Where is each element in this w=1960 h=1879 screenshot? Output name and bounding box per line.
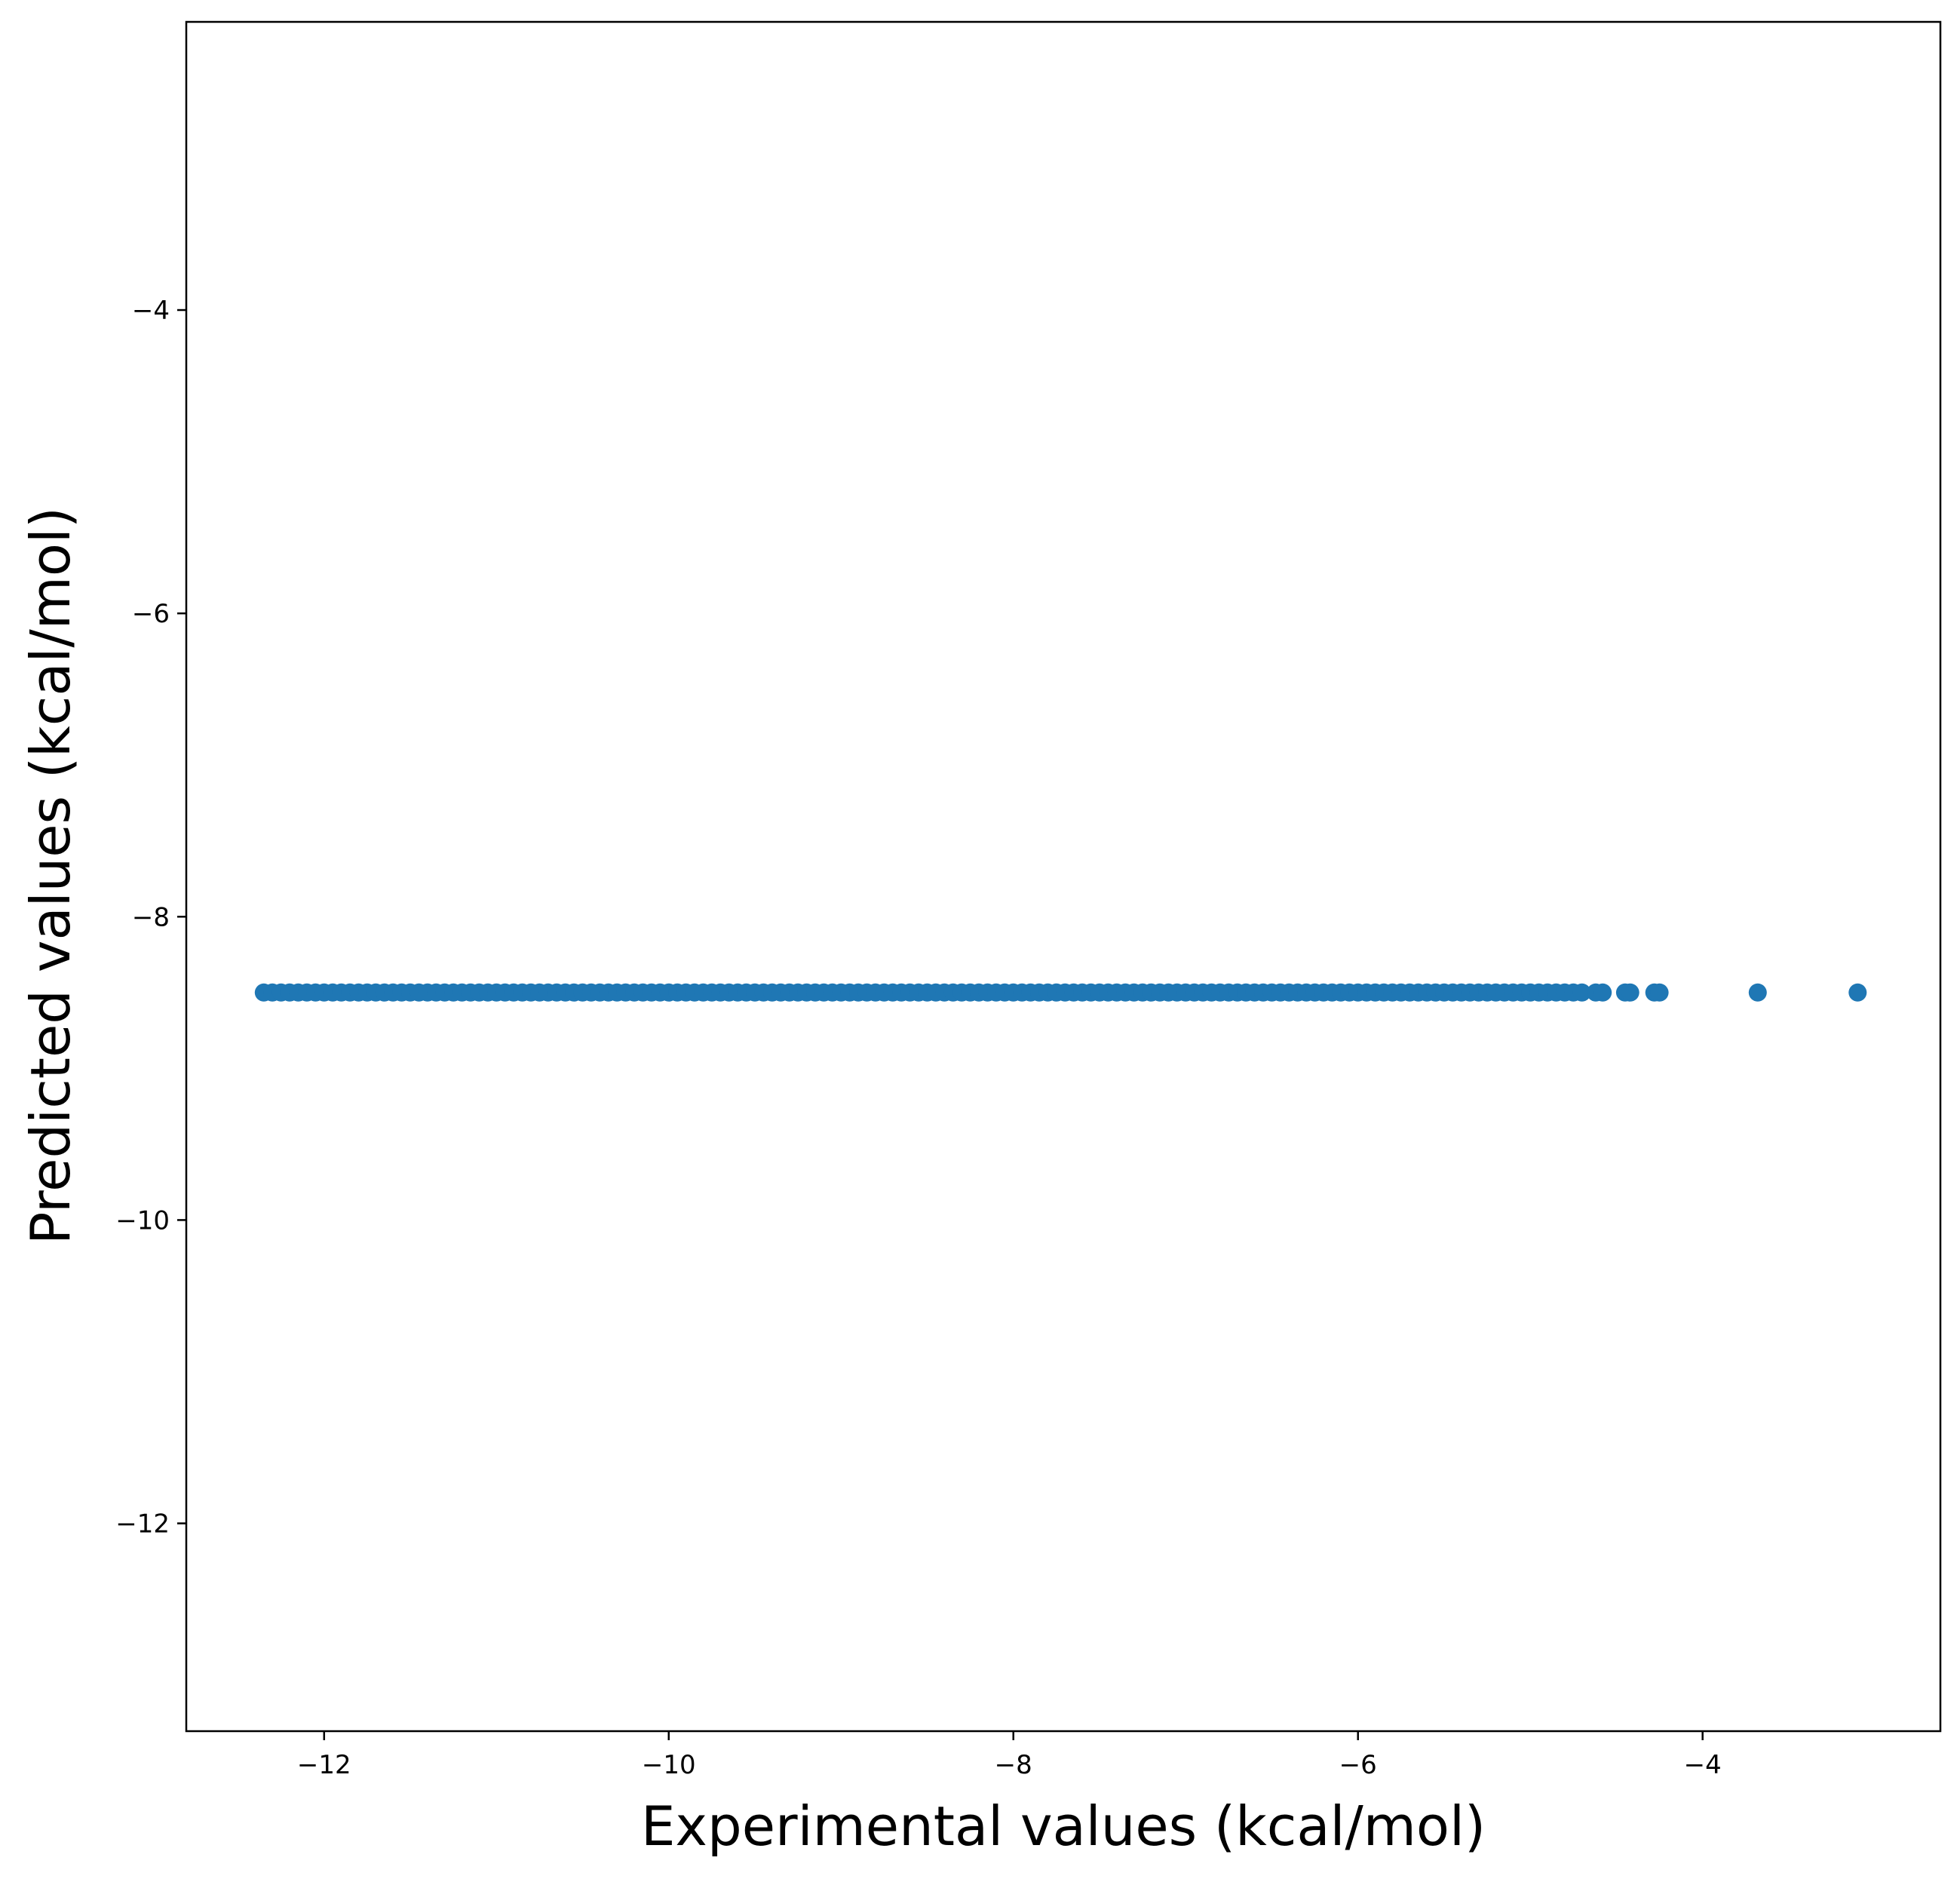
y-tick-label: −6 bbox=[132, 599, 170, 629]
data-point bbox=[1650, 983, 1669, 1002]
data-point bbox=[1748, 983, 1767, 1002]
x-tick-label: −12 bbox=[297, 1750, 351, 1780]
x-axis-title: Experimental values (kcal/mol) bbox=[641, 1795, 1486, 1858]
data-points bbox=[254, 983, 1867, 1002]
x-tick-label: −6 bbox=[1339, 1750, 1377, 1780]
data-point bbox=[1621, 983, 1639, 1002]
y-tick-label: −12 bbox=[115, 1509, 170, 1540]
y-axis-ticks: −12 −10 −8 −6 −4 bbox=[115, 296, 186, 1540]
x-axis-ticks: −12 −10 −8 −6 −4 bbox=[297, 1731, 1722, 1780]
x-tick-label: −8 bbox=[995, 1750, 1032, 1780]
data-point bbox=[1572, 983, 1591, 1002]
plot-frame bbox=[185, 20, 1942, 1733]
y-tick-label: −10 bbox=[115, 1205, 170, 1236]
data-point bbox=[1593, 983, 1612, 1002]
y-tick-label: −8 bbox=[132, 902, 170, 932]
y-axis-title: Predicted values (kcal/mol) bbox=[19, 507, 82, 1245]
x-tick-label: −10 bbox=[642, 1750, 696, 1780]
y-tick-label: −4 bbox=[132, 296, 170, 326]
x-tick-label: −4 bbox=[1684, 1750, 1722, 1780]
data-point bbox=[1848, 983, 1867, 1002]
